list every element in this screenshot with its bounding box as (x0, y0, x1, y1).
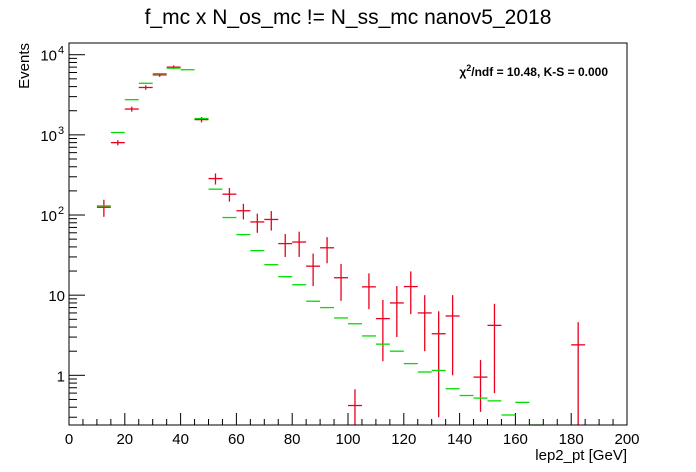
red-point (208, 173, 223, 185)
red-point (278, 233, 293, 257)
x-tick-label: 200 (614, 431, 639, 448)
y-tick-label: 10 (40, 208, 57, 225)
y-tick-exponent: 2 (58, 205, 64, 217)
red-point (375, 300, 390, 362)
x-tick-label: 120 (391, 431, 416, 448)
plot-frame (68, 42, 628, 426)
red-point (124, 106, 139, 112)
red-point (431, 311, 446, 418)
series-layer (96, 65, 586, 426)
x-tick-label: 100 (335, 431, 360, 448)
red-point (194, 117, 209, 123)
red-point (320, 237, 335, 264)
red-point (417, 295, 432, 352)
red-point (348, 389, 362, 425)
x-tick-label: 140 (447, 431, 472, 448)
y-tick-label: 10 (40, 128, 57, 145)
red-point (389, 286, 404, 338)
red-point (306, 253, 321, 287)
fit-annotation: χ2/ndf = 10.48, K-S = 0.000 (459, 63, 608, 79)
x-tick-label: 60 (228, 431, 245, 448)
x-tick-label: 160 (503, 431, 528, 448)
red-point (292, 231, 307, 257)
x-tick-label: 80 (284, 431, 301, 448)
red-point (222, 188, 237, 202)
red-point (96, 199, 111, 217)
x-axis-label: lep2_pt [GeV] (535, 447, 627, 464)
x-tick-label: 20 (116, 431, 133, 448)
y-axis-label: Events (16, 43, 33, 89)
red-point (264, 211, 279, 231)
y-tick-label: 10 (48, 288, 65, 305)
y-tick-label: 10 (40, 48, 57, 65)
y-tick-exponent: 3 (58, 125, 64, 137)
red-point (473, 360, 488, 412)
chart-title: f_mc x N_os_mc != N_ss_mc nanov5_2018 (144, 6, 552, 29)
red-point (571, 322, 586, 425)
red-point (250, 213, 265, 233)
tick-marks (68, 54, 628, 425)
red-point (236, 203, 251, 220)
x-tick-label: 0 (65, 431, 73, 448)
red-point (110, 140, 125, 146)
x-tick-label: 180 (559, 431, 584, 448)
x-tick-label: 40 (172, 431, 189, 448)
red-point (334, 263, 348, 301)
red-point (361, 273, 376, 310)
red-point (403, 271, 418, 315)
red-point (487, 303, 502, 394)
y-tick-exponent: 4 (58, 45, 64, 57)
y-tick-label: 1 (57, 368, 65, 385)
red-point (445, 295, 460, 376)
red-point (138, 85, 153, 90)
